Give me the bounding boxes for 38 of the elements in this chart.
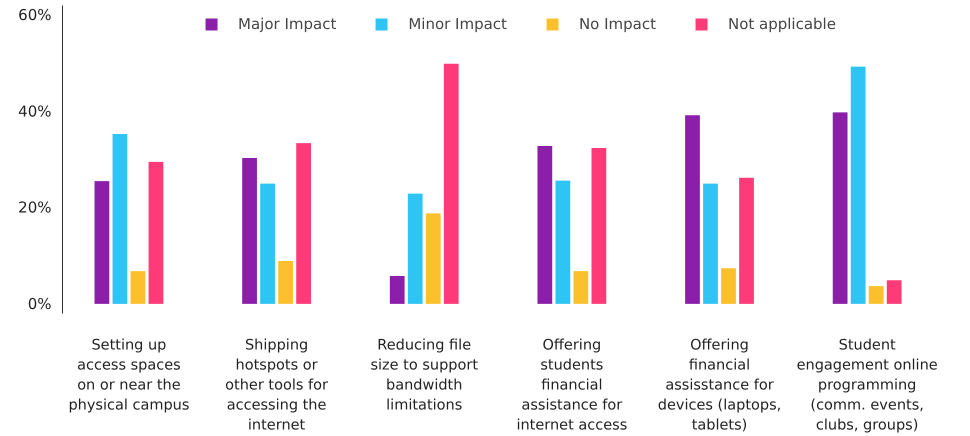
legend-label: No Impact — [578, 15, 656, 33]
bar — [390, 276, 405, 304]
y-tick-label: 20% — [18, 198, 52, 217]
y-tick-label: 0% — [28, 294, 52, 313]
y-tick-label: 60% — [18, 6, 52, 24]
legend-label: Major Impact — [238, 15, 336, 33]
bar — [721, 268, 736, 304]
bar — [685, 115, 700, 304]
bar — [573, 271, 588, 304]
bar — [703, 184, 718, 304]
bar — [278, 261, 293, 304]
bar — [408, 194, 423, 304]
y-tick-label: 40% — [18, 102, 52, 120]
bar — [592, 148, 606, 304]
bar — [555, 180, 570, 304]
bar — [739, 178, 754, 304]
legend-label: Minor Impact — [408, 15, 507, 33]
x-tick-label: Student engagement online programming (comm. events, clubs, groups) — [796, 338, 938, 434]
x-tick-label: Reducing file size to support bandwidth limitations — [370, 338, 478, 414]
bar — [94, 181, 110, 304]
bar — [868, 286, 884, 304]
bar — [148, 162, 164, 304]
bar — [130, 271, 146, 304]
bar — [242, 158, 257, 304]
bar — [112, 134, 128, 304]
bar — [832, 112, 848, 304]
bar — [886, 280, 902, 304]
bar — [296, 143, 311, 304]
bar — [444, 64, 459, 304]
bar — [537, 146, 552, 304]
x-tick-label: Shipping hotspots or other tools for accessing the internet — [225, 338, 328, 434]
bar — [260, 184, 275, 304]
x-tick-label: Setting up access spaces on or near the physical campus — [68, 338, 190, 414]
x-tick-label: Offering financial assisstance for devices (laptops, tablets) — [658, 338, 782, 434]
bar — [850, 66, 866, 304]
x-tick-label: Offering students financial assistance for internet access — [516, 338, 628, 434]
bar — [426, 213, 441, 304]
legend-label: Not applicable — [728, 15, 836, 33]
